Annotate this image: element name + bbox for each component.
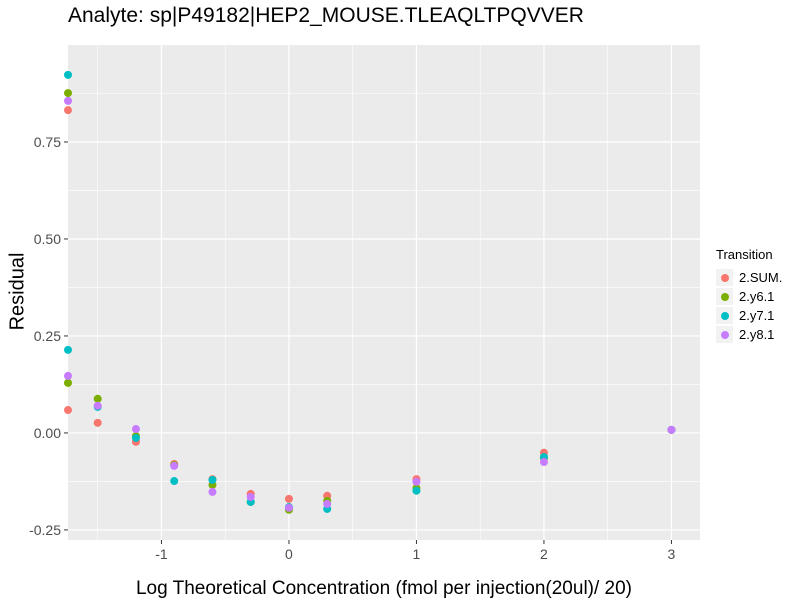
data-point-2-y6-1 (64, 89, 72, 98)
y-tick-label: 0.50 (34, 231, 61, 247)
data-point-2-y7-1 (131, 433, 140, 442)
data-point-2-y8-1 (131, 425, 140, 434)
data-point-2-y6-1 (93, 394, 102, 403)
x-tick-label: 3 (668, 546, 676, 562)
legend-dot (720, 311, 729, 320)
data-point-2-y8-1 (539, 458, 548, 467)
data-point-2-y7-1 (208, 475, 217, 484)
legend-dot (720, 273, 729, 282)
data-point-2-sum (93, 418, 102, 427)
legend-label: 2.y8.1 (739, 327, 775, 342)
data-point-2-sum (64, 106, 72, 115)
data-point-2-y8-1 (323, 499, 332, 508)
legend-title: Transition (716, 247, 773, 262)
data-point-2-y8-1 (246, 492, 255, 501)
legend-label: 2.y7.1 (739, 308, 775, 323)
legend-key (716, 269, 733, 286)
x-tick-label: 2 (540, 546, 548, 562)
data-point-2-y8-1 (93, 401, 102, 410)
data-point-2-sum (284, 494, 293, 503)
x-axis-label: Log Theoretical Concentration (fmol per … (135, 578, 633, 599)
x-tick-label: 0 (285, 546, 293, 562)
data-point-2-y6-1 (64, 378, 72, 387)
legend-key (716, 326, 733, 343)
data-point-2-y8-1 (64, 96, 72, 105)
legend-dot (720, 330, 729, 339)
y-tick-label: 0.25 (34, 328, 61, 344)
data-point-2-y8-1 (208, 487, 217, 496)
data-point-2-y7-1 (170, 477, 179, 486)
y-tick-label: -0.25 (29, 522, 61, 538)
y-tick-label: 0.75 (34, 134, 61, 150)
data-point-2-y7-1 (64, 70, 72, 79)
y-tick-label: 0.00 (34, 425, 61, 441)
legend-item: 2.y6.1 (716, 287, 782, 306)
y-axis-label: Residual (6, 252, 29, 331)
legend-label: 2.y6.1 (739, 289, 775, 304)
data-point-2-y7-1 (412, 486, 421, 495)
plot-panel (68, 45, 700, 540)
legend-key (716, 288, 733, 305)
data-point-2-y8-1 (667, 425, 676, 434)
x-tick-label: 1 (413, 546, 421, 562)
legend-item: 2.y8.1 (716, 325, 782, 344)
legend-item: 2.SUM. (716, 268, 782, 287)
legend: Transition 2.SUM. 2.y6.1 2.y7.1 2.y8.1 (716, 247, 782, 344)
legend-label: 2.SUM. (739, 270, 783, 285)
legend-key (716, 307, 733, 324)
x-tick-label: -1 (155, 546, 168, 562)
data-point-2-y7-1 (64, 345, 72, 354)
chart-title: Analyte: sp|P49182|HEP2_MOUSE.TLEAQLTPQV… (68, 4, 584, 27)
data-point-2-y8-1 (284, 503, 293, 512)
legend-item: 2.y7.1 (716, 306, 782, 325)
legend-dot (720, 292, 729, 301)
data-point-2-y8-1 (64, 371, 72, 380)
data-point-2-y8-1 (412, 477, 421, 486)
data-point-2-y8-1 (170, 461, 179, 470)
data-point-2-sum (64, 406, 72, 415)
